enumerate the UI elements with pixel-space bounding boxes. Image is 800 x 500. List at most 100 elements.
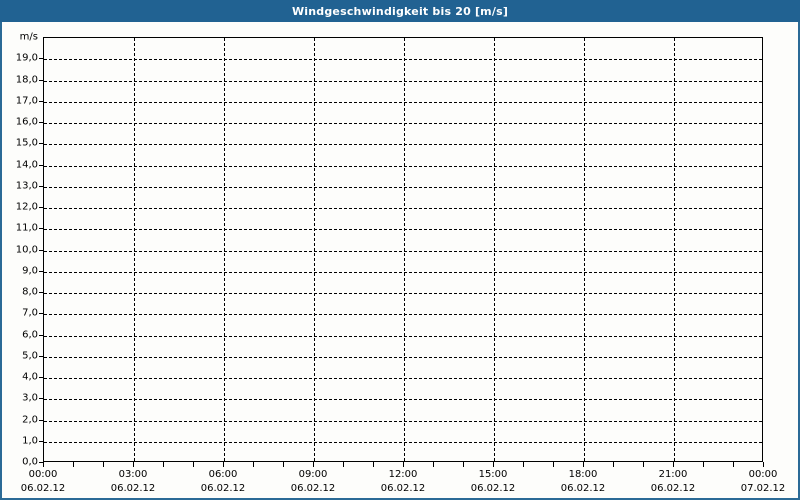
- y-axis-tick-mark: [39, 462, 43, 463]
- x-axis-tick-mark: [373, 462, 374, 467]
- gridline-horizontal: [44, 229, 762, 231]
- gridline-horizontal: [44, 271, 762, 273]
- x-axis-tick-label: 21:00 06.02.12: [651, 468, 696, 496]
- y-axis-tick-mark: [39, 79, 43, 81]
- x-axis-tick-label: 15:00 06.02.12: [471, 468, 516, 496]
- x-axis-tick-mark: [343, 462, 344, 467]
- gridline-vertical: [134, 38, 135, 461]
- x-axis-tick-label: 18:00 06.02.12: [561, 468, 606, 496]
- gridline-vertical: [494, 38, 495, 461]
- gridline-horizontal: [44, 335, 762, 337]
- x-axis-tick-mark: [493, 462, 494, 467]
- x-axis-tick-label: 06:00 06.02.12: [201, 468, 246, 496]
- x-axis-tick-mark: [583, 462, 584, 467]
- x-axis-tick-mark: [43, 462, 44, 467]
- y-axis-tick-label: 8,0: [22, 286, 38, 298]
- x-axis-tick-date: 06.02.12: [110, 483, 156, 494]
- gridline-horizontal: [44, 59, 762, 61]
- x-axis-tick-mark: [73, 462, 74, 467]
- gridline-horizontal: [44, 123, 762, 124]
- y-axis-tick-label: 18,0: [15, 74, 38, 85]
- y-axis-tick-label: 2,0: [22, 414, 38, 425]
- y-axis-tick-mark: [39, 270, 43, 272]
- gridline-vertical: [314, 38, 315, 461]
- y-axis-tick-label: 7,0: [22, 307, 38, 319]
- gridline-horizontal: [44, 144, 762, 146]
- x-axis: 00:00 06.02.12 03:00 06.02.12 06:00 06.02.12 0…: [21, 462, 785, 500]
- window-title-bar: Windgeschwindigkeit bis 20 [m/s]: [0, 0, 800, 22]
- y-axis-tick-mark: [39, 207, 43, 208]
- plot-area: [43, 37, 763, 462]
- gridline-horizontal: [44, 314, 762, 316]
- y-axis-tick-label: 16,0: [15, 116, 38, 128]
- gridline-horizontal: [44, 378, 762, 379]
- x-axis-tick-time: 15:00: [478, 469, 508, 480]
- x-axis-tick-mark: [253, 462, 254, 467]
- gridline-vertical: [584, 38, 585, 461]
- x-axis-tick-time: 18:00: [568, 469, 598, 480]
- y-axis-tick-mark: [39, 419, 43, 421]
- y-axis-tick-label: 13,0: [15, 180, 38, 192]
- x-axis-tick-mark: [193, 462, 194, 467]
- x-axis-tick-date: 06.02.12: [650, 483, 696, 494]
- y-axis-tick-label: 12,0: [15, 201, 38, 213]
- y-axis-tick-mark: [39, 440, 43, 442]
- x-axis-tick-mark: [553, 462, 554, 467]
- x-axis-tick-date: 06.02.12: [200, 483, 246, 494]
- x-axis-tick-mark: [463, 462, 464, 467]
- y-axis-tick-label: 5,0: [22, 350, 38, 362]
- gridline-horizontal: [44, 101, 762, 103]
- x-axis-tick-date: 07.02.12: [740, 483, 786, 494]
- x-axis-tick-mark: [523, 462, 524, 467]
- y-axis-tick-mark: [39, 58, 43, 60]
- page-title: Windgeschwindigkeit bis 20 [m/s]: [291, 4, 509, 18]
- x-axis-tick-mark: [403, 462, 404, 467]
- gridline-horizontal: [44, 165, 762, 167]
- x-axis-tick-label: 00:00 07.02.12: [741, 468, 786, 496]
- gridline-horizontal: [44, 186, 762, 188]
- y-axis-tick-label: 19,0: [15, 52, 38, 64]
- x-axis-tick-time: 03:00: [118, 469, 148, 480]
- x-axis-tick-mark: [313, 462, 314, 467]
- x-axis-tick-date: 06.02.12: [290, 483, 336, 494]
- x-axis-tick-label: 03:00 06.02.12: [111, 468, 156, 496]
- x-axis-tick-mark: [433, 462, 434, 467]
- x-axis-tick-time: 00:00: [28, 469, 58, 480]
- x-axis-tick-mark: [763, 462, 764, 467]
- x-axis-tick-date: 06.02.12: [560, 483, 606, 494]
- x-axis-tick-mark: [163, 462, 164, 467]
- y-axis-tick-label: 14,0: [15, 159, 38, 170]
- x-axis-tick-date: 06.02.12: [470, 483, 516, 494]
- y-axis-tick-mark: [39, 249, 43, 251]
- y-axis-tick-mark: [39, 100, 43, 102]
- x-axis-tick-label: 00:00 06.02.12: [21, 468, 66, 496]
- x-axis-tick-mark: [703, 462, 704, 467]
- x-axis-tick-date: 06.02.12: [20, 483, 66, 494]
- y-axis-tick-label: 0,0: [22, 456, 38, 468]
- x-axis-tick-mark: [133, 462, 134, 467]
- gridline-vertical: [674, 38, 675, 461]
- y-axis-tick-mark: [39, 292, 43, 293]
- x-axis-tick-mark: [223, 462, 224, 467]
- x-axis-tick-mark: [283, 462, 284, 467]
- gridline-horizontal: [44, 399, 762, 401]
- y-axis-tick-label: 11,0: [15, 222, 38, 234]
- x-axis-tick-mark: [643, 462, 644, 467]
- gridline-horizontal: [44, 250, 762, 252]
- gridline-horizontal: [44, 356, 762, 358]
- y-axis-tick-mark: [39, 355, 43, 357]
- y-axis-tick-mark: [39, 398, 43, 400]
- gridline-horizontal: [44, 208, 762, 209]
- gridline-horizontal: [44, 420, 762, 422]
- y-axis-tick-label: 9,0: [22, 265, 38, 277]
- gridline-vertical: [404, 38, 405, 461]
- gridline-horizontal: [44, 293, 762, 294]
- y-axis: 0,0 1,0 2,0 3,0 4,0 5,0 6,0 7,0 8,0 9,0 10,0 11,0 12…: [2, 32, 43, 468]
- x-axis-tick-mark: [103, 462, 104, 467]
- y-axis-tick-label: 10,0: [15, 244, 38, 255]
- y-axis-tick-mark: [39, 334, 43, 336]
- y-axis-tick-mark: [39, 185, 43, 187]
- y-axis-tick-mark: [39, 313, 43, 315]
- x-axis-tick-time: 00:00: [748, 469, 778, 480]
